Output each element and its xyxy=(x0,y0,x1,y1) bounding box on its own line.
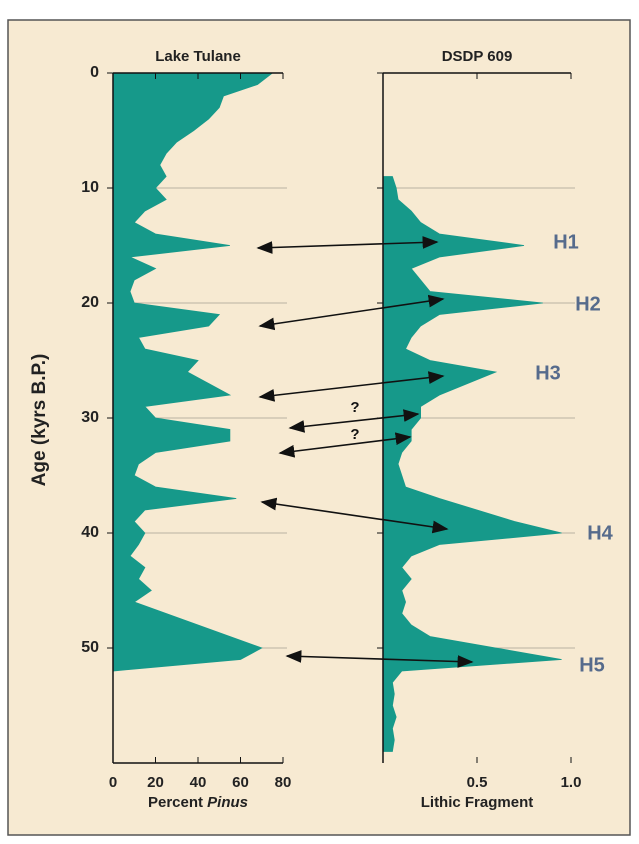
annotation: H5 xyxy=(579,654,605,676)
annotation: ? xyxy=(350,399,359,416)
value-axis-label-text: Percent xyxy=(148,794,203,811)
arrow xyxy=(258,371,445,402)
age-tick-label: 20 xyxy=(81,294,99,311)
arrow xyxy=(278,432,412,458)
annotation: H3 xyxy=(535,362,561,384)
value-axis-label: Lithic Fragment xyxy=(421,794,534,811)
age-tick-label: 30 xyxy=(81,409,99,426)
age-tick-label: 10 xyxy=(81,179,99,196)
value-axis-label-italic: Pinus xyxy=(207,794,248,811)
value-tick-label: 1.0 xyxy=(561,774,582,791)
frame xyxy=(7,19,631,836)
annotation: ? xyxy=(350,426,359,443)
value-axis-label: Percent Pinus xyxy=(148,794,248,811)
annotation: H2 xyxy=(575,293,601,315)
panel-title: DSDP 609 xyxy=(442,48,513,65)
value-tick-label: 80 xyxy=(275,774,292,791)
value-tick-label: 20 xyxy=(147,774,164,791)
value-tick-label: 0.5 xyxy=(467,774,488,791)
arrows xyxy=(256,236,474,668)
annotation: H4 xyxy=(587,522,613,544)
value-tick-label: 40 xyxy=(190,774,207,791)
value-tick-label: 60 xyxy=(232,774,249,791)
panel-title: Lake Tulane xyxy=(155,48,241,65)
value-tick-label: 0 xyxy=(109,774,117,791)
age-tick-label: 0 xyxy=(90,64,99,81)
annotation: H1 xyxy=(553,231,579,253)
age-axis-label: Age (kyrs B.P.) xyxy=(29,354,50,487)
age-tick-label: 50 xyxy=(81,639,99,656)
age-tick-label: 40 xyxy=(81,524,99,541)
arrow xyxy=(260,497,449,534)
arrow xyxy=(258,294,445,331)
area xyxy=(112,72,274,672)
arrow xyxy=(288,409,420,433)
arrow xyxy=(256,236,439,254)
arrow xyxy=(285,650,474,668)
value-axis-label-text: Lithic Fragment xyxy=(421,794,534,811)
